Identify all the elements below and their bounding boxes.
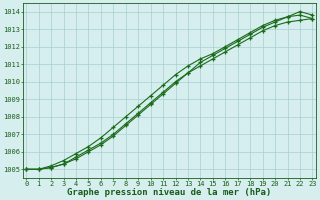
X-axis label: Graphe pression niveau de la mer (hPa): Graphe pression niveau de la mer (hPa) <box>67 188 271 197</box>
